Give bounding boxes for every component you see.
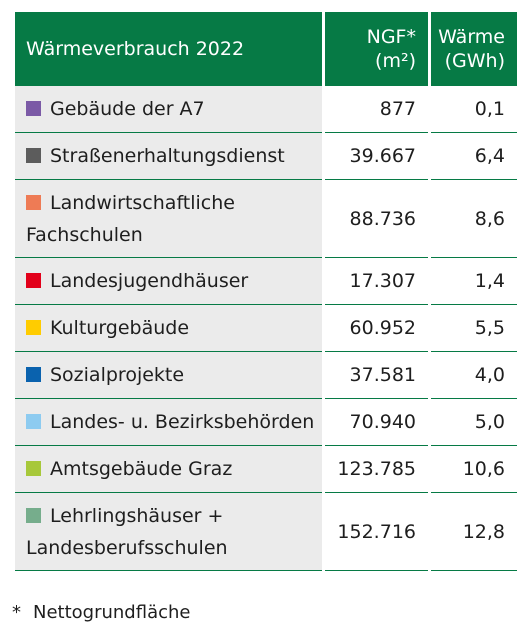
category-color-swatch (26, 148, 41, 163)
waerme-value: 10,6 (431, 446, 517, 493)
column-header-waerme: Wärme (GWh) (431, 12, 517, 86)
category-color-swatch (26, 414, 41, 429)
ngf-value: 877 (325, 86, 428, 133)
row-label-line2: Fachschulen (26, 223, 143, 246)
table-row: Lehrlingshäuser + Landesberufsschulen 15… (15, 493, 517, 571)
footnote-mark: * (12, 602, 21, 623)
row-label: Sozialprojekte (50, 364, 185, 386)
row-name-cell: Lehrlingshäuser + Landesberufsschulen (15, 493, 322, 571)
column-header-waerme-line1: Wärme (438, 26, 505, 48)
footnote: * Nettogrundfläche (12, 601, 190, 625)
row-name-cell: Amtsgebäude Graz (15, 446, 322, 493)
table-row: Landesjugendhäuser 17.307 1,4 (15, 258, 517, 305)
row-label: Gebäude der A7 (50, 98, 205, 120)
category-color-swatch (26, 461, 41, 476)
waerme-value: 12,8 (431, 493, 517, 571)
header-row: Wärmeverbrauch 2022 NGF* (m²) Wärme (GWh… (15, 12, 517, 86)
category-color-swatch (26, 101, 41, 116)
row-name-cell: Landes- u. Bezirksbehörden (15, 399, 322, 446)
waerme-value: 4,0 (431, 352, 517, 399)
ngf-value: 70.940 (325, 399, 428, 446)
waerme-value: 6,4 (431, 133, 517, 180)
table-row: Landes- u. Bezirksbehörden 70.940 5,0 (15, 399, 517, 446)
waerme-value: 8,6 (431, 180, 517, 258)
table-row: Gebäude der A7 877 0,1 (15, 86, 517, 133)
row-label: Kulturgebäude (50, 317, 190, 339)
row-label: Landwirtschaftliche (50, 191, 235, 214)
row-name-cell: Landwirtschaftliche Fachschulen (15, 180, 322, 258)
row-name-cell: Landesjugendhäuser (15, 258, 322, 305)
column-header-waerme-line2: (GWh) (444, 50, 505, 72)
ngf-value: 39.667 (325, 133, 428, 180)
row-label: Landesjugendhäuser (50, 270, 249, 292)
row-label: Straßenerhaltungsdienst (50, 145, 285, 167)
table-row: Kulturgebäude 60.952 5,5 (15, 305, 517, 352)
table-row: Straßenerhaltungsdienst 39.667 6,4 (15, 133, 517, 180)
row-label: Landes- u. Bezirksbehörden (50, 411, 315, 433)
table-row: Amtsgebäude Graz 123.785 10,6 (15, 446, 517, 493)
row-name-cell: Sozialprojekte (15, 352, 322, 399)
row-label-line2: Landesberufsschulen (26, 536, 228, 559)
row-name-cell: Kulturgebäude (15, 305, 322, 352)
heat-consumption-table: Wärmeverbrauch 2022 NGF* (m²) Wärme (GWh… (12, 12, 520, 571)
ngf-value: 152.716 (325, 493, 428, 571)
table-title: Wärmeverbrauch 2022 (15, 12, 322, 86)
table-row: Landwirtschaftliche Fachschulen 88.736 8… (15, 180, 517, 258)
column-header-ngf: NGF* (m²) (325, 12, 428, 86)
category-color-swatch (26, 194, 41, 210)
ngf-value: 37.581 (325, 352, 428, 399)
table-row: Sozialprojekte 37.581 4,0 (15, 352, 517, 399)
waerme-value: 5,0 (431, 399, 517, 446)
waerme-value: 5,5 (431, 305, 517, 352)
waerme-value: 1,4 (431, 258, 517, 305)
category-color-swatch (26, 367, 41, 382)
category-color-swatch (26, 507, 41, 523)
row-name-cell: Straßenerhaltungsdienst (15, 133, 322, 180)
column-header-ngf-line1: NGF* (366, 26, 416, 48)
footnote-text: Nettogrundfläche (33, 602, 191, 623)
row-name-cell: Gebäude der A7 (15, 86, 322, 133)
column-header-ngf-line2: (m²) (375, 50, 416, 72)
ngf-value: 60.952 (325, 305, 428, 352)
category-color-swatch (26, 273, 41, 288)
ngf-value: 17.307 (325, 258, 428, 305)
category-color-swatch (26, 320, 41, 335)
ngf-value: 123.785 (325, 446, 428, 493)
row-label: Amtsgebäude Graz (50, 458, 233, 480)
waerme-value: 0,1 (431, 86, 517, 133)
ngf-value: 88.736 (325, 180, 428, 258)
row-label: Lehrlingshäuser + (50, 504, 224, 527)
